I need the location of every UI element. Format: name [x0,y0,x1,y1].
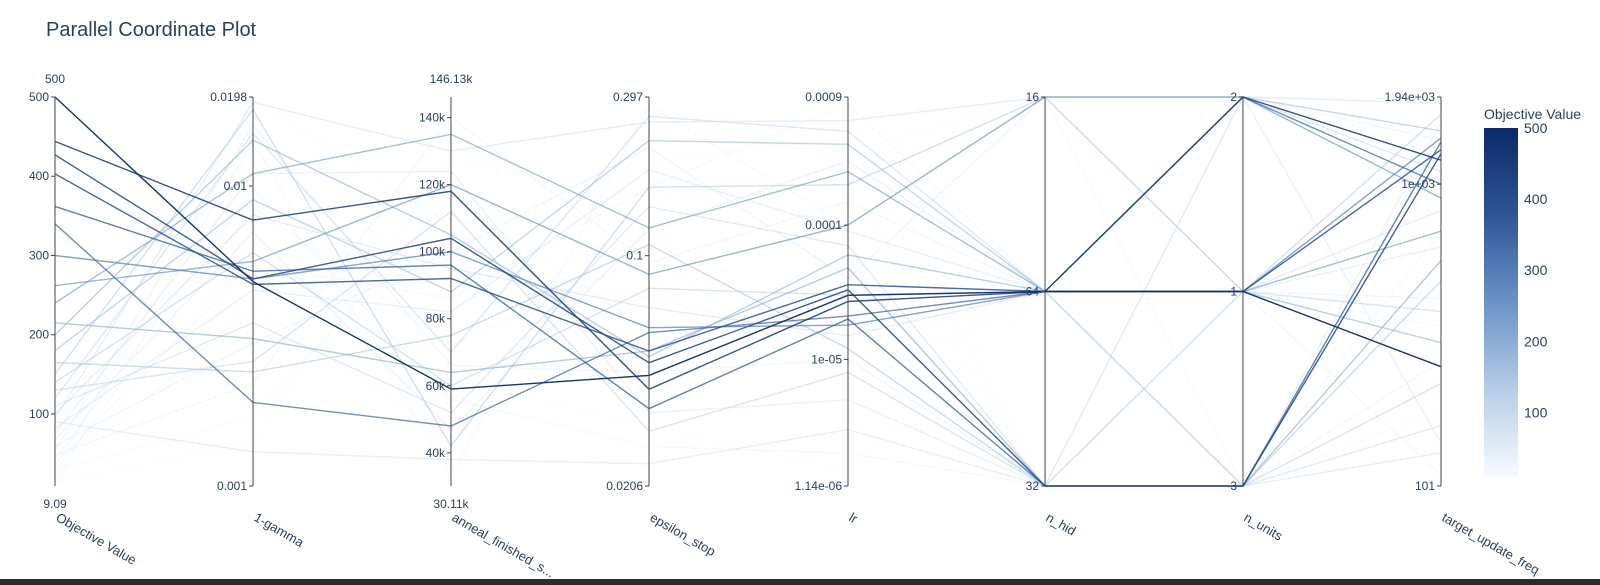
tick-label: 120k [419,178,446,192]
axis-label: n_units [1242,510,1286,544]
colorbar-tick-label: 200 [1524,333,1548,349]
tick-label: 1e+03 [1401,177,1435,191]
trial-line [54,153,1442,487]
tick-label: 400 [29,169,49,183]
trial-lines [54,95,1442,488]
colorbar-tick-label: 500 [1524,120,1548,136]
axis-5: 1.14e-06 1e-05 0.0001 0.0009 lr [795,90,861,527]
tick-label: 0.1 [626,249,643,263]
tick-label: 40k [426,446,446,460]
trial-line [54,96,1442,287]
axis-bottom-label: 9.09 [43,497,67,511]
tick-label: 0.0009 [805,90,842,104]
axis-top-label: 500 [45,72,65,86]
axis-label: 1-gamma [252,510,308,551]
tick-label: 0.0206 [606,479,643,493]
axis-label: Objective Value [54,510,140,568]
axis-label: anneal_finished_s... [450,510,558,581]
trial-line [54,96,1442,465]
trial-line [54,95,1442,487]
tick-label: 3 [1230,479,1237,493]
colorbar-tick-label: 400 [1524,191,1548,207]
tick-label: 1e-05 [811,352,842,366]
trial-line [54,111,1442,487]
tick-label: 0.001 [217,479,247,493]
trial-line [54,96,1442,391]
tick-label: 0.297 [613,90,643,104]
tick-label: 60k [426,379,446,393]
trial-line [54,96,1442,488]
tick-label: 140k [419,111,446,125]
colorbar-title: Objective Value [1484,106,1581,122]
tick-label: 0.0198 [210,90,247,104]
trial-line [54,96,1442,448]
trial-line [54,241,1442,485]
colorbar-tick-label: 100 [1524,404,1548,420]
axis-top-label: 146.13k [430,72,474,86]
window-bottom-bar [0,579,1600,585]
trial-line [54,197,1442,487]
tick-label: 1.14e-06 [795,479,843,493]
tick-label: 100 [29,407,49,421]
trial-line [54,169,1442,429]
tick-label: 500 [29,90,49,104]
tick-label: 300 [29,248,49,262]
trial-line [54,141,1442,487]
axis-label: target_update_freq [1440,510,1543,578]
trial-line [54,95,1442,488]
tick-label: 1.94e+03 [1385,90,1436,104]
colorbar-gradient [1484,128,1518,477]
tick-label: 0.01 [224,179,248,193]
tick-label: 16 [1026,90,1040,104]
tick-label: 0.0001 [805,218,842,232]
tick-label: 1 [1230,285,1237,299]
tick-label: 2 [1230,90,1237,104]
axis-bottom-label: 30.11k [433,497,469,511]
tick-label: 100k [419,245,446,259]
chart-title: Parallel Coordinate Plot [46,19,257,41]
tick-label: 200 [29,328,49,342]
trial-line [54,96,1442,390]
trial-line [54,210,1442,487]
colorbar: Objective Value 100 200 300 400 500 [1484,106,1581,477]
tick-label: 64 [1026,285,1040,299]
tick-label: 80k [426,312,446,326]
axis-label: lr [847,510,861,527]
trial-line [54,122,1442,488]
axis-label: n_hid [1044,510,1079,539]
tick-label: 32 [1026,479,1040,493]
trial-line [54,96,1442,488]
axis-label: epsilon_stop [648,510,719,559]
tick-label: 101 [1415,479,1435,493]
colorbar-tick-label: 300 [1524,262,1548,278]
